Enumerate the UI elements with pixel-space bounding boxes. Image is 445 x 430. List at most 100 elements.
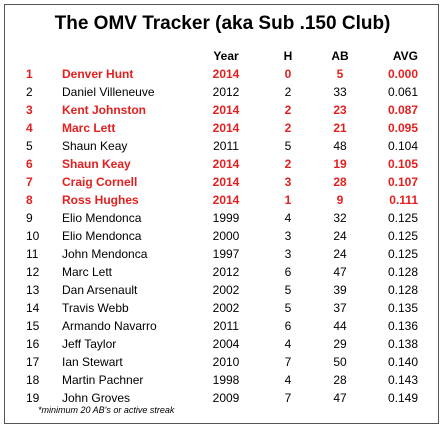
title: The OMV Tracker (aka Sub .150 Club): [54, 13, 391, 34]
cell: John Groves: [62, 391, 131, 405]
cell: 6: [284, 265, 292, 279]
cell: 2011: [213, 139, 239, 153]
cell: 2: [284, 121, 292, 135]
cell: 19: [333, 157, 347, 171]
cell: 6: [284, 319, 292, 333]
cell: Daniel Villeneuve: [62, 85, 155, 99]
cell: 14: [26, 301, 40, 315]
cell: 1998: [212, 373, 240, 387]
cell: Kent Johnston: [62, 103, 146, 117]
cell: Travis Webb: [62, 301, 129, 315]
column-header: Year: [213, 49, 239, 63]
cell: 2014: [212, 103, 240, 117]
cell: 4: [26, 121, 33, 135]
cell: 2004: [212, 337, 240, 351]
cell: 16: [26, 337, 40, 351]
cell: 5: [26, 139, 33, 153]
cell: 0.087: [387, 103, 418, 117]
cell: Elio Mendonca: [62, 229, 142, 243]
cell: 32: [333, 211, 347, 225]
cell: 10: [26, 229, 40, 243]
cell: 2010: [212, 355, 240, 369]
cell: 2000: [212, 229, 240, 243]
cell: 2012: [212, 85, 240, 99]
cell: 2: [284, 103, 292, 117]
cell: 5: [284, 283, 292, 297]
cell: 0.125: [387, 229, 418, 243]
cell: 1: [284, 193, 292, 207]
cell: 2014: [212, 157, 240, 171]
cell: 3: [284, 175, 292, 189]
cell: Shaun Keay: [62, 157, 131, 171]
cell: 11: [26, 247, 39, 261]
cell: 0.107: [387, 175, 418, 189]
cell: 2: [284, 157, 292, 171]
cell: 48: [333, 139, 347, 153]
cell: 18: [26, 373, 40, 387]
cell: 4: [284, 373, 292, 387]
cell: 0.136: [387, 319, 418, 333]
cell: 5: [284, 301, 292, 315]
cell: Ross Hughes: [62, 193, 139, 207]
cell: Marc Lett: [62, 265, 113, 279]
cell: 9: [336, 193, 344, 207]
cell: 3: [284, 247, 292, 261]
cell: 28: [333, 175, 347, 189]
cell: 4: [284, 337, 292, 351]
cell: 0.128: [387, 283, 418, 297]
cell: 5: [284, 139, 292, 153]
cell: 2014: [212, 193, 240, 207]
cell: 0: [284, 67, 292, 81]
cell: 0.140: [387, 355, 418, 369]
cell: 2014: [212, 175, 240, 189]
cell: 5: [336, 67, 344, 81]
cell: 6: [26, 157, 33, 171]
cell: 2: [26, 85, 33, 99]
cell: 0.125: [387, 211, 418, 225]
cell: 39: [333, 283, 347, 297]
cell: Denver Hunt: [62, 67, 134, 81]
cell: Martin Pachner: [62, 373, 144, 387]
cell: 0.061: [387, 85, 418, 99]
cell: 3: [284, 229, 292, 243]
cell: 15: [26, 319, 40, 333]
cell: 33: [333, 85, 347, 99]
cell: 23: [333, 103, 347, 117]
cell: 0.104: [387, 139, 418, 153]
cell: Jeff Taylor: [62, 337, 117, 351]
cell: 2012: [212, 265, 240, 279]
cell: 2014: [212, 121, 240, 135]
cell: 44: [333, 319, 347, 333]
cell: 12: [26, 265, 40, 279]
cell: 2: [284, 85, 292, 99]
cell: 21: [333, 121, 347, 135]
column-header: AVG: [392, 49, 418, 63]
cell: 47: [333, 265, 347, 279]
cell: 37: [333, 301, 347, 315]
cell: 0.000: [387, 67, 418, 81]
cell: 29: [333, 337, 347, 351]
cell: 2002: [212, 301, 240, 315]
cell: Craig Cornell: [62, 175, 138, 189]
cell: 0.095: [387, 121, 418, 135]
cell: 0.105: [387, 157, 418, 171]
cell: 0.149: [387, 391, 418, 405]
cell: Armando Navarro: [62, 319, 157, 333]
cell: 13: [26, 283, 40, 297]
footnote: *minimum 20 AB's or active streak: [38, 405, 175, 415]
cell: Shaun Keay: [62, 139, 128, 153]
cell: 2009: [212, 391, 240, 405]
cell: 24: [333, 229, 347, 243]
cell: 3: [26, 103, 33, 117]
cell: 7: [284, 391, 292, 405]
cell: 2011: [213, 319, 239, 333]
cell: 0.128: [387, 265, 418, 279]
cell: 0.135: [387, 301, 418, 315]
cell: 17: [26, 355, 40, 369]
cell: 1: [26, 67, 33, 81]
cell: Marc Lett: [62, 121, 116, 135]
cell: 8: [26, 193, 33, 207]
cell: 2014: [212, 67, 240, 81]
column-header: AB: [331, 49, 349, 63]
